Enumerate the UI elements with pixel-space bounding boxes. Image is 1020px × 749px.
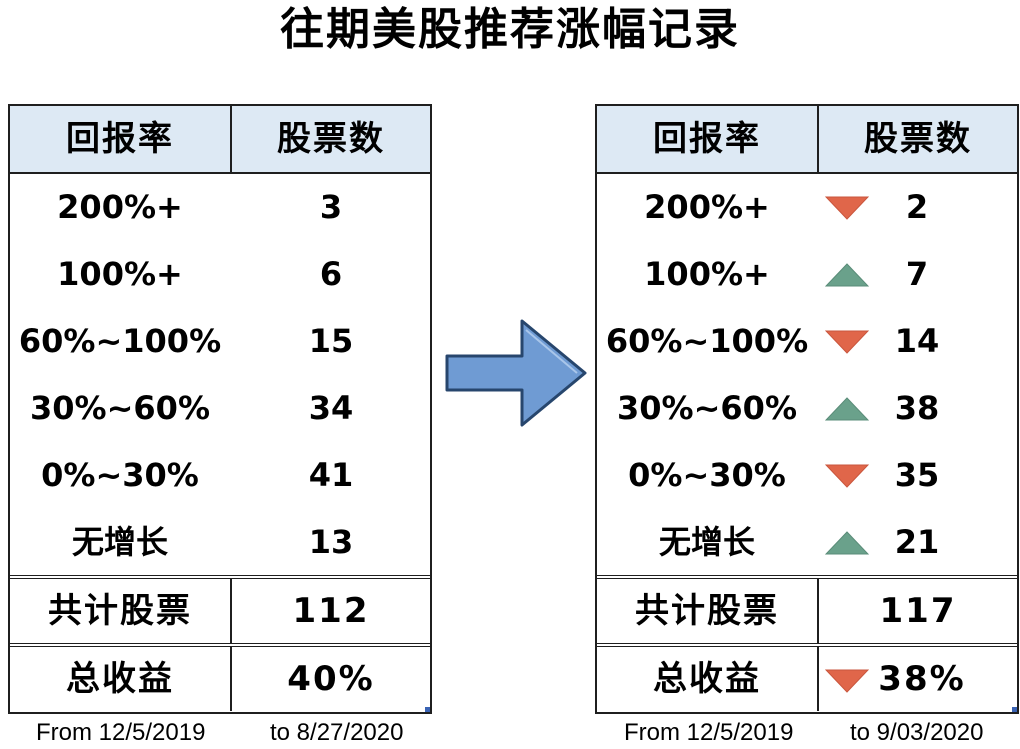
down-triangle-icon xyxy=(825,330,869,354)
column-divider xyxy=(230,579,232,643)
total-value: 112 xyxy=(292,591,370,631)
column-divider xyxy=(230,647,232,711)
total-label: 共计股票 xyxy=(48,591,192,631)
table-row: 100%+ 7 xyxy=(597,241,1017,308)
range-cell: 60%~100% xyxy=(18,322,222,360)
table-header: 回报率 股票数 xyxy=(10,106,430,174)
return-value: 38% xyxy=(878,659,966,699)
count-cell: 13 xyxy=(308,523,354,561)
up-triangle-icon xyxy=(825,397,869,421)
table-row: 200%+ 3 xyxy=(10,174,430,241)
right-table: 回报率 股票数 200%+ 2 100%+ 7 60%~100% 14 30%~… xyxy=(595,104,1019,714)
total-row: 共计股票 112 xyxy=(10,579,430,643)
left-table: 回报率 股票数 200%+ 3 100%+ 6 60%~100% 15 30%~… xyxy=(8,104,432,714)
column-divider xyxy=(817,106,819,172)
count-cell: 14 xyxy=(894,322,940,360)
return-row: 总收益 38% xyxy=(597,647,1017,711)
range-cell: 100%+ xyxy=(57,255,183,293)
table-row: 30%~60% 38 xyxy=(597,375,1017,442)
range-cell: 200%+ xyxy=(57,188,183,226)
table-row: 100%+ 6 xyxy=(10,241,430,308)
count-cell: 6 xyxy=(319,255,343,293)
down-triangle-icon xyxy=(825,669,869,693)
header-stock-count: 股票数 xyxy=(864,119,972,159)
return-value: 40% xyxy=(287,659,375,699)
column-divider xyxy=(230,106,232,172)
right-date-to: to 9/03/2020 xyxy=(850,719,984,746)
range-cell: 无增长 xyxy=(658,523,755,561)
table-row: 无增长 21 xyxy=(597,509,1017,576)
count-cell: 2 xyxy=(905,188,929,226)
table-row: 0%~30% 35 xyxy=(597,442,1017,509)
total-value: 117 xyxy=(879,591,957,631)
range-cell: 0%~30% xyxy=(41,456,199,494)
section-divider xyxy=(10,575,430,579)
return-label: 总收益 xyxy=(653,659,761,699)
column-divider xyxy=(817,579,819,643)
return-label: 总收益 xyxy=(66,659,174,699)
range-cell: 无增长 xyxy=(71,523,168,561)
range-cell: 0%~30% xyxy=(628,456,786,494)
total-row: 共计股票 117 xyxy=(597,579,1017,643)
range-cell: 200%+ xyxy=(644,188,770,226)
return-row: 总收益 40% xyxy=(10,647,430,711)
header-stock-count: 股票数 xyxy=(277,119,385,159)
range-cell: 60%~100% xyxy=(605,322,809,360)
count-cell: 3 xyxy=(319,188,343,226)
count-cell: 41 xyxy=(308,456,354,494)
resize-handle[interactable] xyxy=(1012,707,1017,712)
table-row: 0%~30% 41 xyxy=(10,442,430,509)
section-divider xyxy=(597,575,1017,579)
range-cell: 30%~60% xyxy=(617,389,797,427)
down-triangle-icon xyxy=(825,464,869,488)
section-divider xyxy=(597,643,1017,647)
range-cell: 100%+ xyxy=(644,255,770,293)
table-row: 60%~100% 14 xyxy=(597,308,1017,375)
left-date-to: to 8/27/2020 xyxy=(270,719,404,746)
count-cell: 7 xyxy=(905,255,929,293)
total-label: 共计股票 xyxy=(635,591,779,631)
up-triangle-icon xyxy=(825,531,869,555)
right-date-from: From 12/5/2019 xyxy=(624,719,794,746)
table-row: 200%+ 2 xyxy=(597,174,1017,241)
resize-handle[interactable] xyxy=(425,707,430,712)
count-cell: 15 xyxy=(308,322,354,360)
column-divider xyxy=(817,647,819,711)
count-cell: 21 xyxy=(894,523,940,561)
up-triangle-icon xyxy=(825,263,869,287)
down-triangle-icon xyxy=(825,196,869,220)
header-return-rate: 回报率 xyxy=(66,119,174,159)
count-cell: 34 xyxy=(308,389,354,427)
table-header: 回报率 股票数 xyxy=(597,106,1017,174)
header-return-rate: 回报率 xyxy=(653,119,761,159)
count-cell: 38 xyxy=(894,389,940,427)
right-arrow-icon xyxy=(445,319,587,427)
section-divider xyxy=(10,643,430,647)
range-cell: 30%~60% xyxy=(30,389,210,427)
table-row: 30%~60% 34 xyxy=(10,375,430,442)
count-cell: 35 xyxy=(894,456,940,494)
left-date-from: From 12/5/2019 xyxy=(36,719,206,746)
table-row: 60%~100% 15 xyxy=(10,308,430,375)
table-row: 无增长 13 xyxy=(10,509,430,576)
page-title: 往期美股推荐涨幅记录 xyxy=(280,4,740,55)
